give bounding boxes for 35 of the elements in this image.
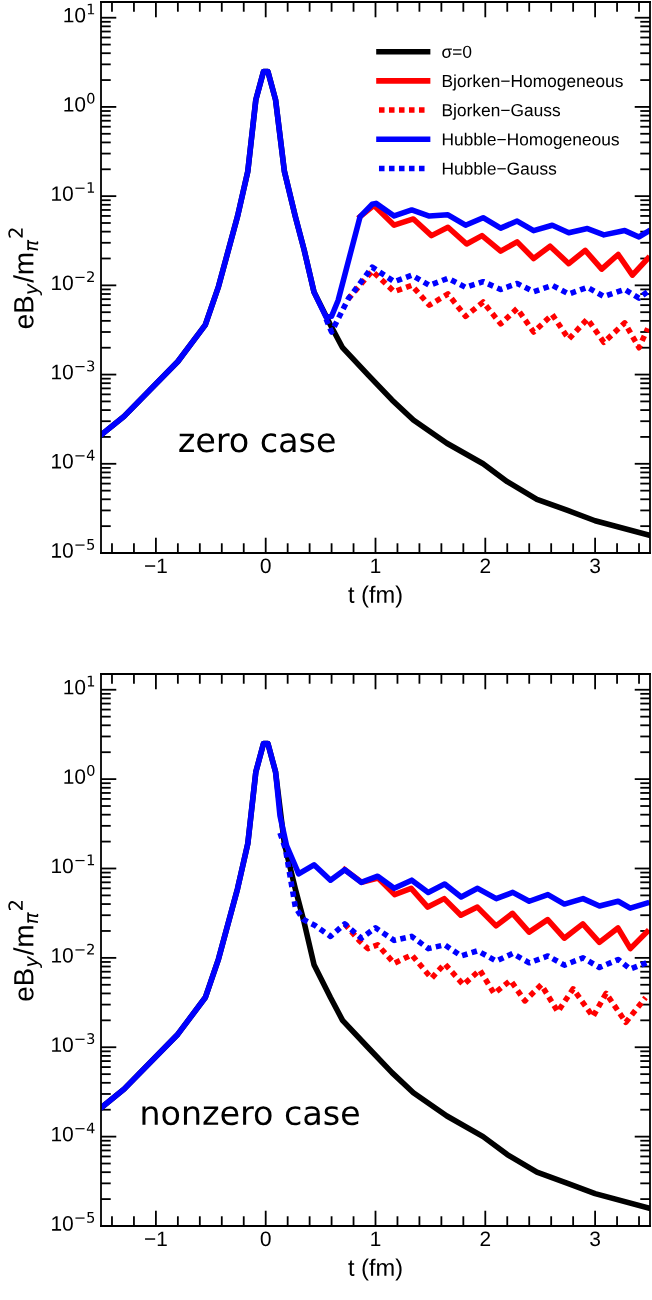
legend-label: Bjorken−Gauss — [442, 103, 561, 120]
x-tick-label: 2 — [480, 558, 491, 573]
y-tick-label: 10$^{1}$ — [64, 675, 95, 695]
legend-label: Bjorken−Homogeneous — [442, 74, 623, 91]
y-tick-label: 10$^{1}$ — [64, 3, 95, 23]
y-tick-label: 10$^{0}$ — [64, 92, 95, 112]
x-tick-label: −1 — [145, 1231, 167, 1246]
legend-label: σ=0 — [442, 45, 472, 58]
y-tick-label: 10$^{−2}$ — [52, 943, 94, 963]
legend-label: Hubble−Homogeneous — [442, 132, 619, 149]
y-tick-label: 10$^{−3}$ — [52, 1033, 95, 1053]
y-tick-label: 10$^{−5}$ — [52, 539, 95, 558]
y-tick-label: 10$^{−1}$ — [52, 854, 95, 874]
y-tick-label: 10$^{0}$ — [64, 764, 95, 784]
x-tick-label: 1 — [371, 1231, 381, 1246]
y-tick-label: 10$^{−1}$ — [52, 182, 95, 201]
annotation: zero case — [179, 433, 335, 453]
y-tick-label: 10$^{−4}$ — [52, 1122, 95, 1142]
y-tick-label: 10$^{−2}$ — [52, 271, 94, 291]
x-tick-label: 0 — [260, 558, 271, 574]
x-tick-label: 2 — [480, 1231, 491, 1246]
y-tick-label: 10$^{−4}$ — [52, 449, 95, 469]
x-tick-label: −1 — [145, 558, 167, 573]
x-tick-label: 3 — [590, 558, 600, 574]
y-tick-label: 10$^{−3}$ — [52, 360, 95, 380]
x-tick-label: 0 — [260, 1231, 271, 1247]
annotation: nonzero case — [142, 1106, 359, 1126]
legend-label: Hubble−Gauss — [442, 161, 557, 175]
x-axis-title: t (fm) — [348, 1258, 402, 1281]
x-tick-label: 1 — [371, 558, 381, 573]
x-axis-title: t (fm) — [348, 585, 402, 608]
y-axis-title: eB$_{y}$/m$_{π}$$^{2}$ — [8, 228, 42, 329]
x-tick-label: 3 — [590, 1231, 600, 1247]
y-tick-label: 10$^{−5}$ — [52, 1212, 95, 1231]
y-axis-title: eB$_{y}$/m$_{π}$$^{2}$ — [8, 901, 42, 1001]
